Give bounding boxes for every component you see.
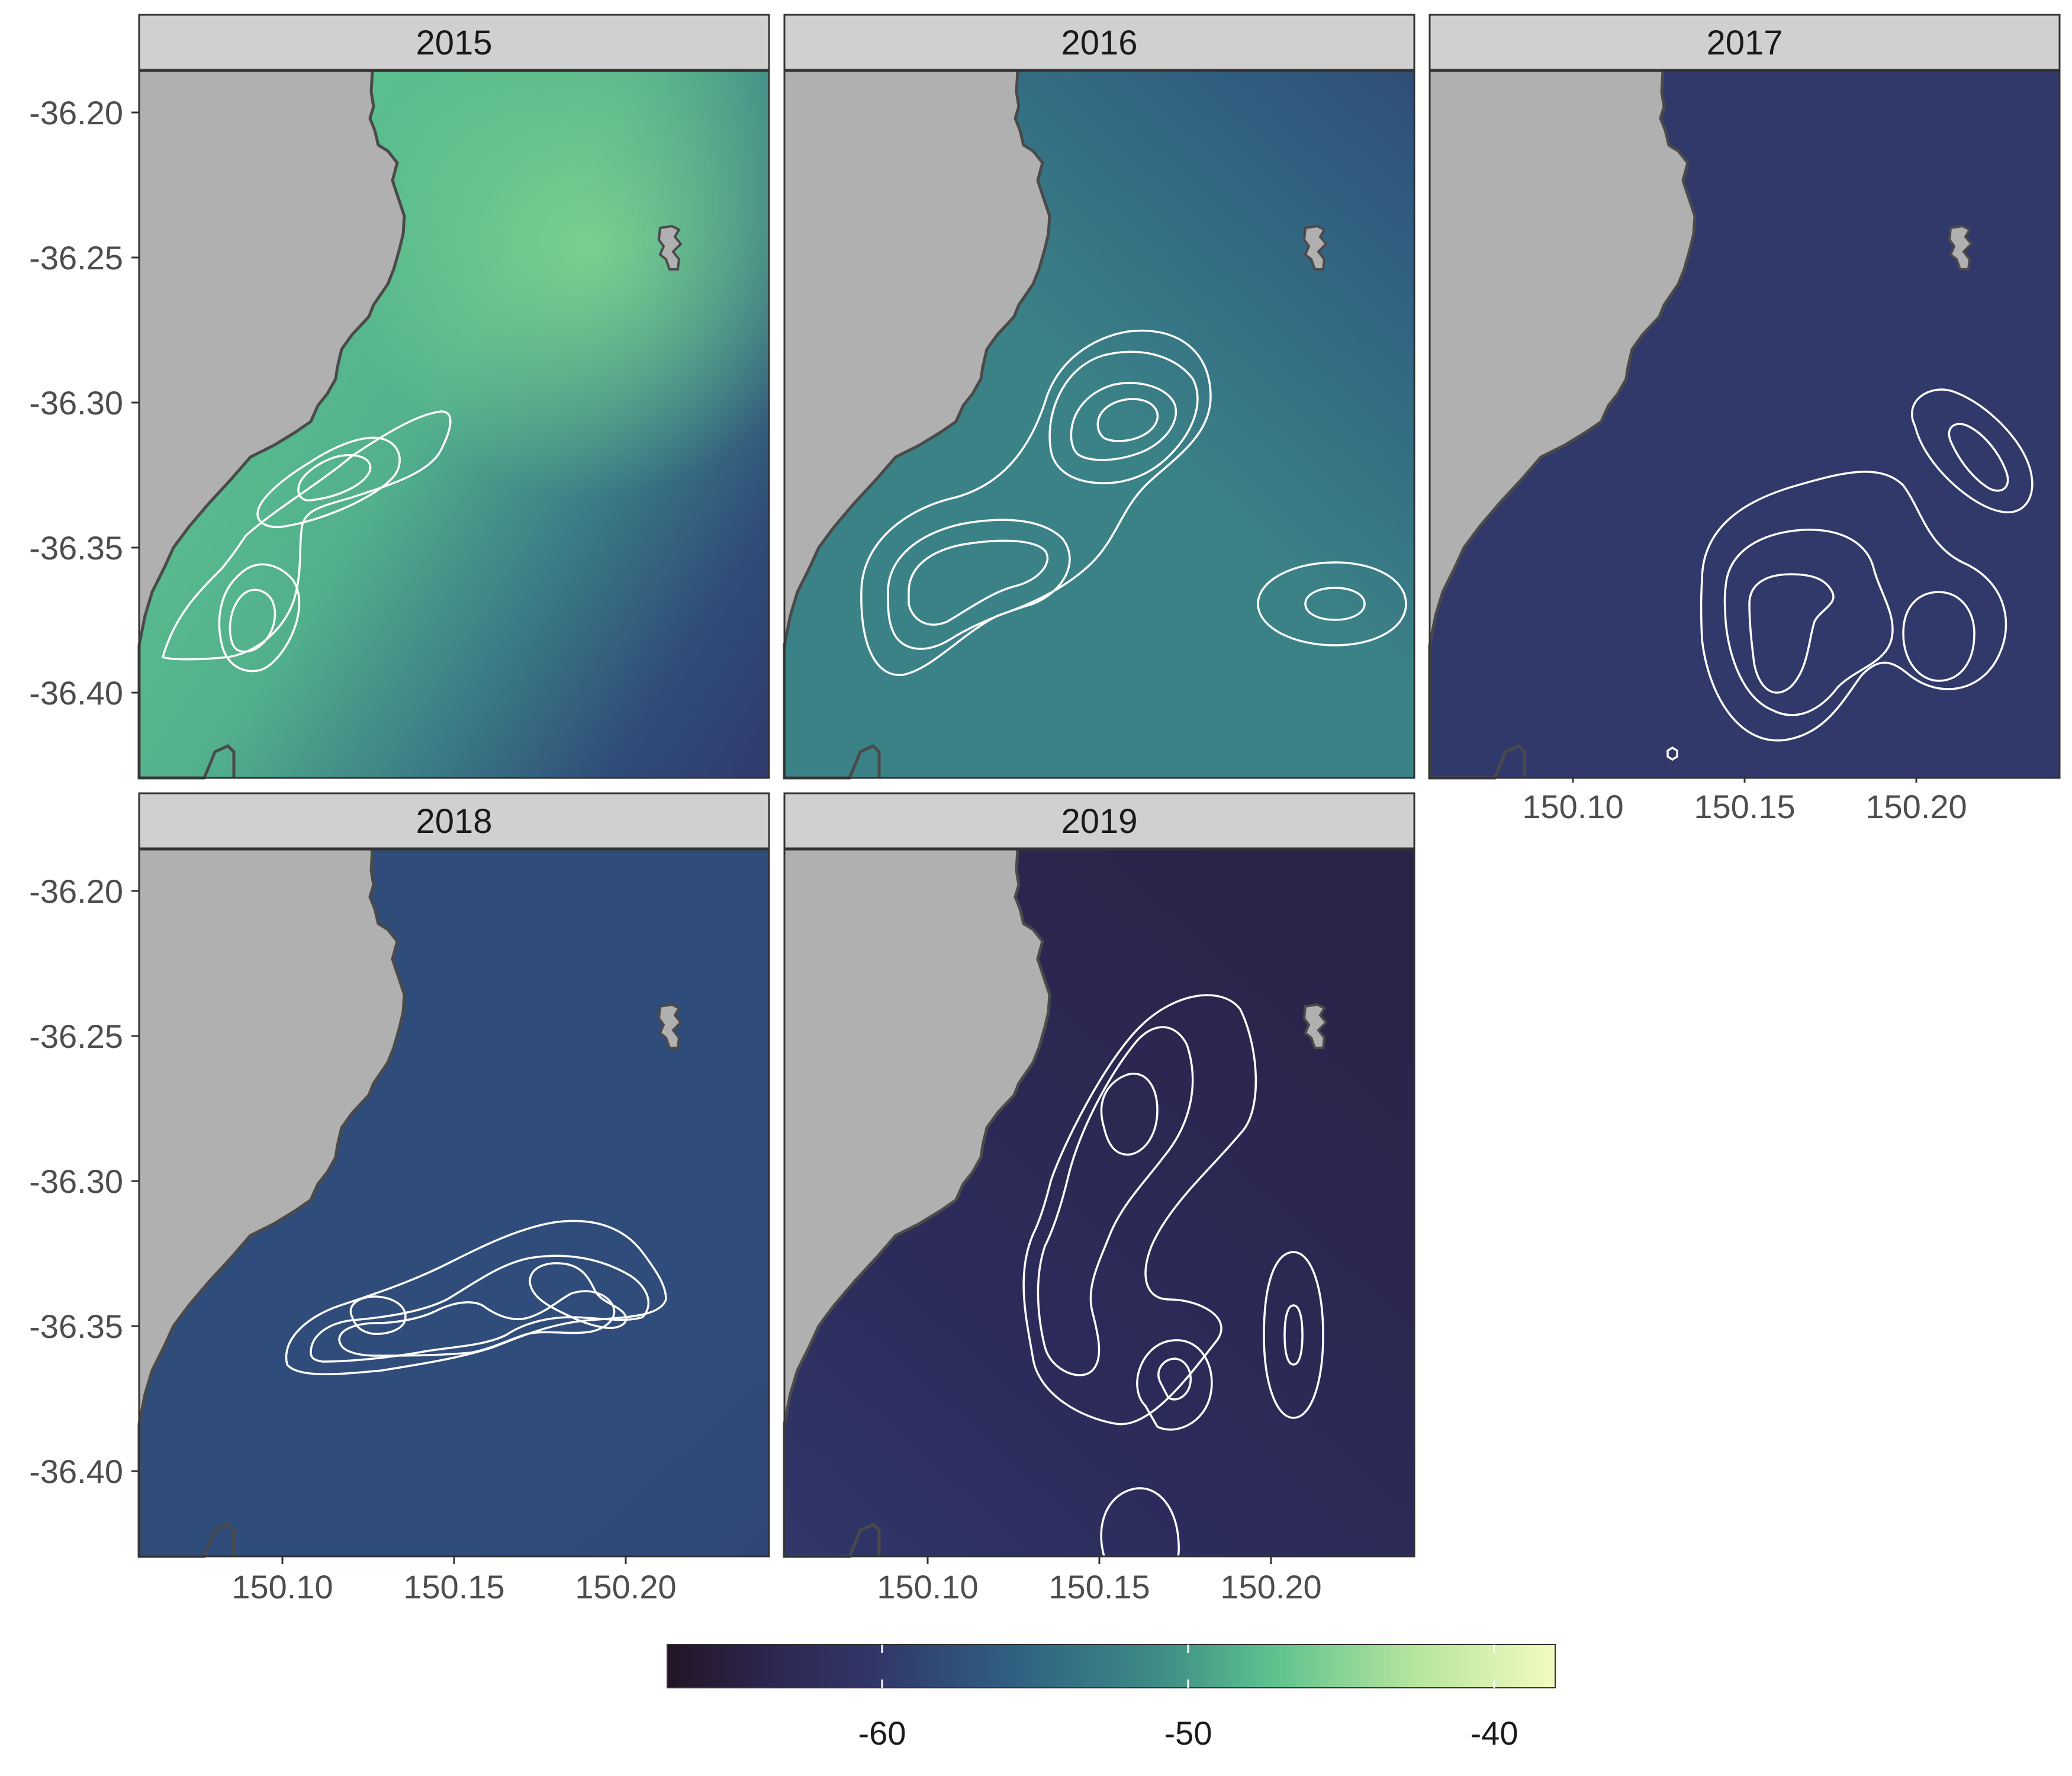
panel-border-2016 [783, 70, 1415, 779]
x-tick-label: 150.20 [575, 1568, 676, 1606]
strip-2017 [1428, 14, 2061, 71]
x-axis-2017: 150.10 150.15 150.20 [1522, 775, 1967, 825]
strip-2019 [783, 792, 1415, 850]
strip-label-2016: 2016 [1061, 24, 1137, 62]
y-axis-row2: -36.20 -36.25 -36.30 -36.35 -36.40 [29, 873, 139, 1490]
contours-2018 [285, 1220, 667, 1375]
x-tick-label: 150.10 [877, 1568, 978, 1606]
x-axis-2019: 150.10 150.15 150.20 [877, 1556, 1322, 1606]
y-tick-label: -36.20 [29, 94, 123, 131]
contours-2016 [860, 329, 1407, 676]
legend-tick-label: -60 [858, 1714, 906, 1752]
y-tick-label: -36.30 [29, 384, 123, 422]
y-tick-label: -36.20 [29, 873, 123, 910]
x-axis-2018: 150.10 150.15 150.20 [231, 1556, 677, 1606]
panel-2017: 2017 [1428, 14, 2061, 778]
strip-label-2017: 2017 [1706, 24, 1783, 62]
contours-2019 [1022, 994, 1324, 1557]
x-tick-label: 150.15 [1048, 1568, 1150, 1606]
y-tick-label: -36.35 [29, 1308, 123, 1345]
strip-2016 [783, 14, 1415, 71]
legend-tick-label: -50 [1164, 1714, 1212, 1752]
y-axis-row1: -36.20 -36.25 -36.30 -36.35 -36.40 [29, 94, 139, 712]
panel-2015: 2015 [138, 14, 770, 779]
x-tick-label: 150.20 [1220, 1568, 1321, 1606]
y-tick-label: -36.35 [29, 529, 123, 567]
contours-2017 [1666, 388, 2034, 761]
strip-label-2019: 2019 [1061, 802, 1137, 841]
strip-label-2018: 2018 [416, 802, 492, 841]
colorbar [667, 1644, 1556, 1688]
y-tick-label: -36.40 [29, 674, 123, 712]
strip-2018 [138, 792, 770, 850]
y-tick-label: -36.25 [29, 239, 123, 276]
y-tick-label: -36.40 [29, 1453, 123, 1490]
y-tick-label: -36.25 [29, 1018, 123, 1055]
x-tick-label: 150.10 [1522, 788, 1623, 825]
panel-2016: 2016 [783, 14, 1415, 779]
x-tick-label: 150.20 [1865, 788, 1967, 825]
contours-2015 [161, 410, 452, 673]
x-tick-label: 150.10 [231, 1568, 333, 1606]
panel-2019: 2019 [783, 792, 1415, 1557]
strip-2015 [138, 14, 770, 71]
colorbar-legend: -60 -50 -40 [667, 1644, 1556, 1752]
panel-border-2015 [138, 70, 770, 779]
legend-tick-label: -40 [1471, 1714, 1518, 1752]
strip-label-2015: 2015 [416, 24, 492, 62]
panel-2018: 2018 [138, 792, 770, 1556]
x-tick-label: 150.15 [403, 1568, 504, 1606]
y-tick-label: -36.30 [29, 1163, 123, 1200]
x-tick-label: 150.15 [1694, 788, 1795, 825]
